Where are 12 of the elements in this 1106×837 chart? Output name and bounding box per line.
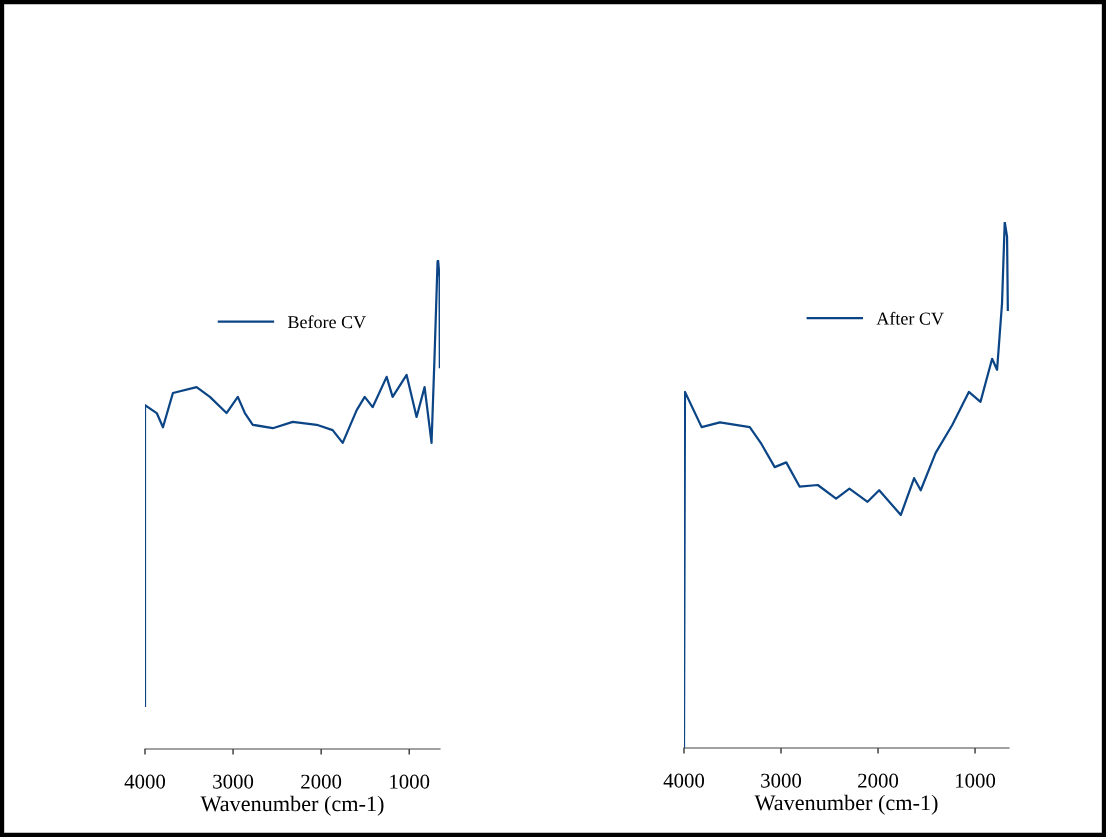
x-tick-label: 3000 [761, 773, 802, 788]
x-tick-label: 1000 [390, 774, 430, 789]
x-axis-title: Wavenumber (cm-1) [200, 795, 384, 816]
x-tick-label: 1000 [956, 773, 996, 788]
legend-label: After CV [876, 311, 944, 325]
x-axis-title: Wavenumber (cm-1) [754, 794, 938, 815]
x-tick-label: 2000 [301, 774, 342, 789]
legend-label: Before CV [287, 315, 366, 329]
x-tick-label: 2000 [858, 773, 899, 788]
x-tick-label: 4000 [124, 774, 166, 789]
x-tick-label: 4000 [663, 773, 705, 788]
x-tick-label: 3000 [213, 774, 254, 789]
